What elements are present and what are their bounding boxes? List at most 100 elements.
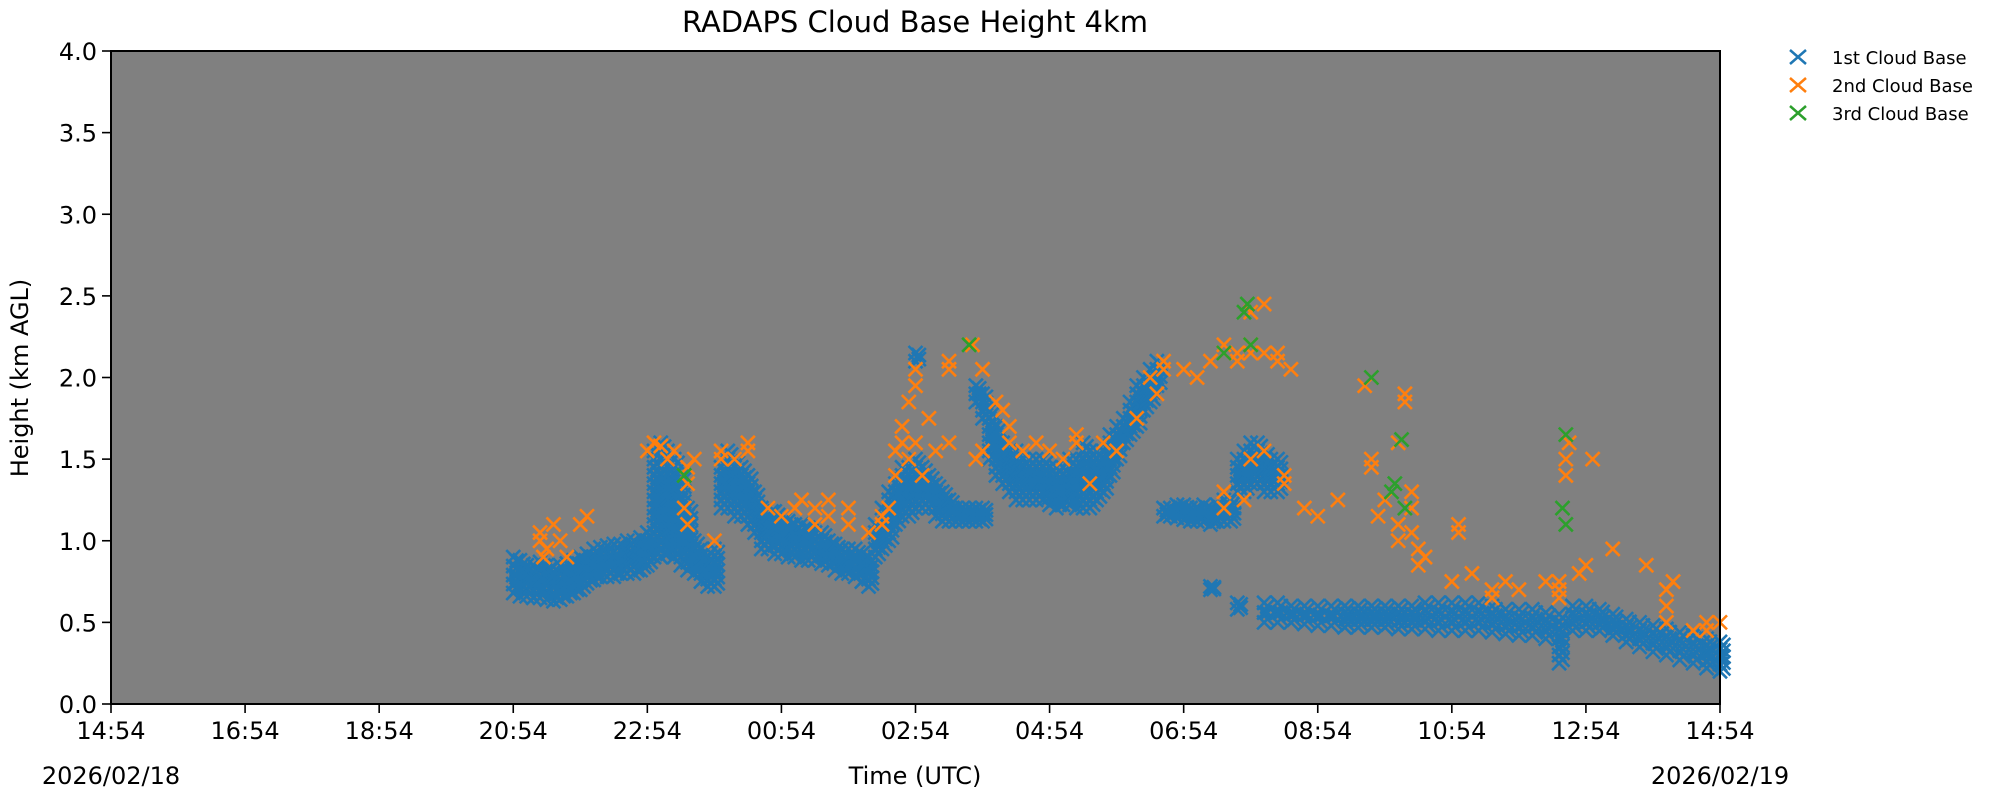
first-cloud-base-point [709,550,726,567]
first-cloud-base-point [1567,601,1584,618]
second-cloud-base-point [1028,434,1045,451]
x-tick-label: 04:54 [1015,717,1084,745]
legend-x-marker-icon [1789,49,1807,65]
second-cloud-base-point [1142,369,1159,386]
end-date-label: 2026/02/19 [1651,762,1789,790]
second-cloud-base-point [676,500,693,517]
second-cloud-base-point [1497,573,1514,590]
x-tick-label: 08:54 [1283,717,1352,745]
second-cloud-base-point [1370,508,1387,525]
first-cloud-base-point [1474,612,1490,629]
second-cloud-base-point [706,532,723,549]
second-cloud-base-point [900,394,917,410]
second-cloud-base-point [1242,451,1259,468]
second-cloud-base-point [1041,443,1058,459]
first-cloud-base-point [1554,630,1571,647]
legend-label: 2nd Cloud Base [1832,76,1973,97]
second-cloud-base-point [538,540,555,557]
second-cloud-base-point [894,418,911,435]
first-cloud-base-point [991,422,1008,438]
first-cloud-base-point [1433,598,1450,615]
third-cloud-base-point [1383,483,1400,500]
third-cloud-base-point [676,467,693,484]
first-cloud-base-point [910,347,927,363]
second-cloud-base-point [1081,475,1098,492]
x-tick-label: 20:54 [479,717,548,745]
first-cloud-base-point [864,557,880,574]
chart-title: RADAPS Cloud Base Height 4km [682,5,1148,39]
second-cloud-base-point [1296,500,1313,517]
second-cloud-base-point [900,451,917,468]
y-tick-label: 0.5 [59,609,97,637]
second-cloud-base-point [974,361,991,378]
first-cloud-base-point [709,556,726,573]
first-cloud-base-point [1420,598,1437,614]
first-cloud-base-point [1313,601,1330,618]
x-tick-label: 06:54 [1149,717,1218,745]
second-cloud-base-point [820,508,837,525]
second-cloud-base-point [887,467,904,484]
second-cloud-base-point [1698,614,1715,631]
second-cloud-base-point [964,336,981,353]
first-cloud-base-point [743,471,760,487]
second-cloud-base-point [1464,565,1480,582]
second-cloud-base-point [927,443,944,459]
second-cloud-base-point [666,443,683,459]
second-cloud-base-point [1638,557,1655,574]
second-cloud-base-point [1215,500,1232,517]
second-cloud-base-point [558,549,575,565]
second-cloud-base-point [1055,451,1071,468]
first-cloud-base-point [1608,614,1625,631]
x-tick-label: 18:54 [345,717,414,745]
first-cloud-base-point [977,502,994,519]
second-cloud-base-point [1390,532,1407,549]
y-tick-label: 4.0 [59,38,97,66]
x-tick-label: 16:54 [210,717,279,745]
third-cloud-base-point [1236,304,1252,321]
first-cloud-base-point [1380,600,1397,617]
second-cloud-base-point [974,443,991,459]
second-cloud-base-point [679,475,696,492]
first-cloud-base-point [1299,601,1316,617]
second-cloud-base-point [579,508,595,525]
x-axis-ticks: 14:54 16:54 18:54 20:54 22:54 00:54 02:54 04:54… [76,704,1755,745]
x-axis-label: Time (UTC) [848,762,982,790]
second-cloud-base-point [1584,451,1601,468]
second-cloud-base-point [920,410,937,427]
second-cloud-base-point [1450,524,1467,541]
second-cloud-base-point [1014,443,1031,459]
legend-item-2nd: 2nd Cloud Base [1789,76,1973,97]
x-tick-label: 22:54 [613,717,682,745]
third-cloud-base-point [1239,296,1256,312]
second-cloud-base-point [941,353,957,370]
second-cloud-base-point [1484,581,1500,598]
first-cloud-base-point [750,487,766,504]
third-cloud-base-point [1393,431,1410,448]
third-cloud-base-point [1363,369,1380,386]
y-tick-label: 2.0 [59,365,97,393]
second-cloud-base-point [840,516,857,533]
second-cloud-base-point [1068,426,1085,443]
second-cloud-base-point [1390,516,1407,533]
third-cloud-base-point [1386,475,1403,492]
second-cloud-base-point [1276,475,1293,492]
second-cloud-base-point [1256,296,1273,312]
first-cloud-base-point [669,454,686,471]
x-tick-label: 14:54 [76,717,145,745]
second-cloud-base-point [1095,434,1112,451]
second-cloud-base-point [840,500,857,517]
first-cloud-base-point [1272,467,1289,484]
second-cloud-base-point [713,443,729,459]
first-cloud-base-point [984,405,1001,422]
third-cloud-base-point [1557,426,1574,443]
first-cloud-base-point [1393,600,1410,617]
second-cloud-base-point [1658,614,1675,631]
second-cloud-base-point [545,516,562,533]
first-cloud-base-point [1514,604,1531,621]
x-tick-label: 14:54 [1685,717,1754,745]
y-axis-label: Height (km AGL) [6,279,34,478]
second-cloud-base-point [773,508,790,525]
second-cloud-base-point [1537,573,1554,590]
first-cloud-base-point [770,506,786,523]
